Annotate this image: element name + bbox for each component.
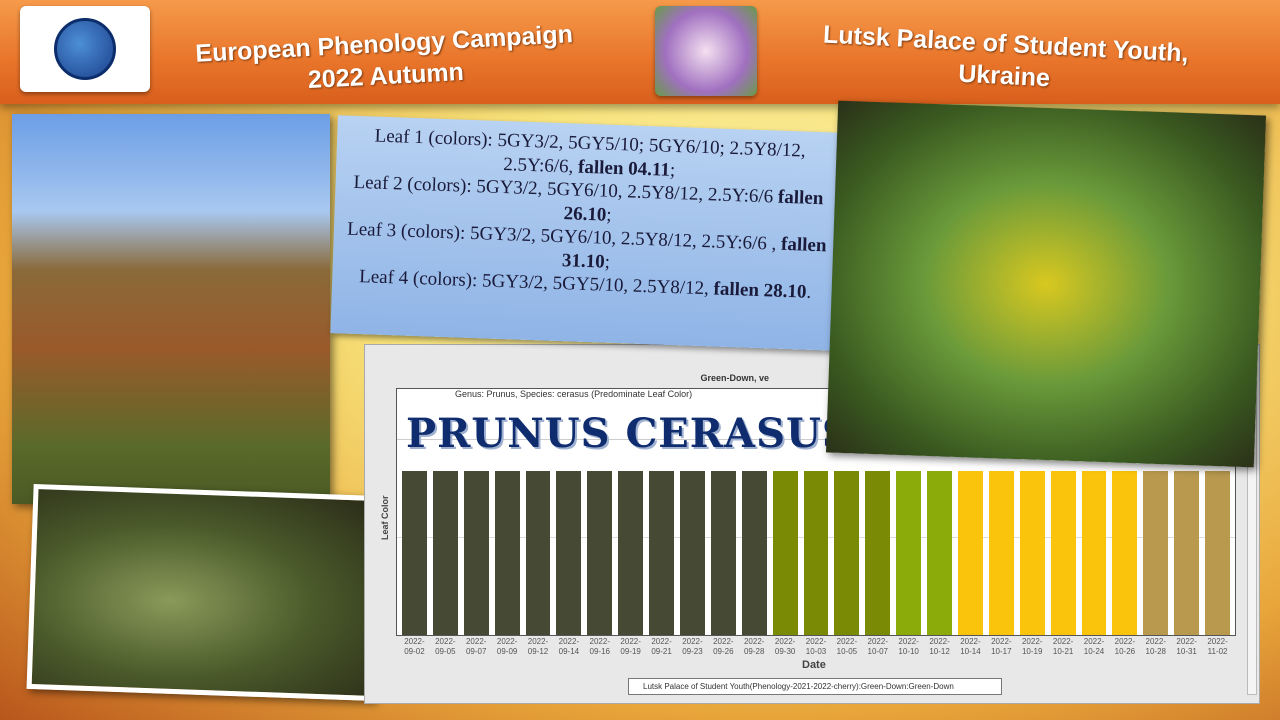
x-tick-label: 2022- 09-14 bbox=[558, 637, 580, 656]
x-tick-label: 2022- 10-10 bbox=[898, 637, 919, 656]
bar-2022-09-19 bbox=[618, 471, 644, 635]
gridline bbox=[397, 439, 1235, 440]
bar-2022-09-12 bbox=[525, 471, 551, 635]
x-tick-label: 2022- 10-05 bbox=[836, 637, 858, 656]
bar-2022-10-28 bbox=[1143, 471, 1169, 635]
bar-2022-10-24 bbox=[1081, 471, 1107, 635]
x-tick-label: 2022- 10-17 bbox=[991, 637, 1012, 656]
bar-2022-10-19 bbox=[1019, 471, 1045, 635]
bar-2022-10-05 bbox=[834, 471, 860, 635]
bar-2022-09-09 bbox=[494, 471, 520, 635]
bar-2022-10-31 bbox=[1174, 471, 1200, 635]
bar-2022-10-21 bbox=[1050, 471, 1076, 635]
x-tick-label: 2022- 10-26 bbox=[1114, 637, 1136, 656]
chart-legend[interactable]: Lutsk Palace of Student Youth(Phenology-… bbox=[628, 678, 1002, 695]
x-tick-label: 2022- 10-14 bbox=[960, 637, 981, 656]
bar-2022-09-05 bbox=[432, 471, 458, 635]
bar-2022-10-26 bbox=[1112, 471, 1138, 635]
bar-2022-09-07 bbox=[463, 471, 489, 635]
x-tick-label: 2022- 09-05 bbox=[435, 637, 456, 656]
bar-2022-11-02 bbox=[1205, 471, 1230, 635]
leaf-closeup-photo bbox=[26, 483, 382, 702]
x-tick-label: 2022- 11-02 bbox=[1207, 637, 1228, 656]
x-tick-label: 2022- 09-21 bbox=[651, 637, 672, 656]
bar-2022-10-12 bbox=[927, 471, 952, 635]
x-tick-label: 2022- 10-21 bbox=[1052, 637, 1074, 656]
bar-2022-09-26 bbox=[710, 471, 736, 635]
bar-2022-10-03 bbox=[803, 471, 829, 635]
globe-program-logo bbox=[20, 6, 150, 92]
x-tick-label: 2022- 10-19 bbox=[1021, 637, 1043, 656]
bar-2022-10-07 bbox=[865, 471, 891, 635]
tree-photo bbox=[12, 114, 330, 504]
y-axis-label: Leaf Color bbox=[380, 495, 390, 540]
x-tick-label: 2022- 09-23 bbox=[682, 637, 703, 656]
bar-2022-10-17 bbox=[988, 471, 1014, 635]
x-tick-label: 2022- 10-28 bbox=[1145, 637, 1166, 656]
bar-2022-09-28 bbox=[741, 471, 767, 635]
x-tick-label: 2022- 10-12 bbox=[929, 637, 950, 656]
x-tick-label: 2022- 09-09 bbox=[496, 637, 518, 656]
bar-2022-10-10 bbox=[896, 471, 922, 635]
chart-title: Genus: Prunus, Species: cerasus (Predomi… bbox=[455, 389, 693, 399]
x-tick-label: 2022- 09-16 bbox=[589, 637, 610, 656]
x-tick-label: 2022- 09-28 bbox=[743, 637, 765, 656]
bar-2022-09-21 bbox=[649, 471, 674, 635]
x-tick-label: 2022- 10-31 bbox=[1176, 637, 1197, 656]
x-axis-label: Date bbox=[802, 659, 826, 671]
window-title: Green-Down, ve bbox=[700, 373, 769, 383]
bar-2022-09-14 bbox=[556, 471, 582, 635]
note-leaf1-fallen: fallen 04.11 bbox=[577, 156, 671, 181]
bar-2022-09-02 bbox=[402, 471, 427, 635]
x-tick-label: 2022- 10-24 bbox=[1083, 637, 1105, 656]
x-tick-label: 2022- 09-26 bbox=[713, 637, 734, 656]
x-tick-label: 2022- 09-19 bbox=[620, 637, 641, 656]
x-tick-label: 2022- 10-03 bbox=[805, 637, 827, 656]
legend-label: Lutsk Palace of Student Youth(Phenology-… bbox=[643, 682, 954, 691]
bar-2022-10-14 bbox=[958, 471, 983, 635]
bar-2022-09-23 bbox=[680, 471, 705, 635]
species-overlay: PRUNUS CERASUS bbox=[406, 410, 852, 457]
header-banner bbox=[0, 0, 1280, 104]
x-tick-label: 2022- 09-30 bbox=[774, 637, 796, 656]
note-leaf4-fallen: fallen 28.10 bbox=[713, 278, 807, 303]
x-tick-label: 2022- 10-07 bbox=[867, 637, 888, 656]
yellowing-leaves-photo bbox=[825, 100, 1267, 468]
x-tick-label: 2022- 09-12 bbox=[527, 637, 549, 656]
palace-logo bbox=[655, 6, 757, 96]
x-tick-label: 2022- 09-07 bbox=[465, 637, 487, 656]
bar-2022-09-30 bbox=[772, 471, 798, 635]
leaf-notes: Leaf 1 (colors): 5GY3/2, 5GY5/10; 5GY6/1… bbox=[330, 115, 844, 351]
x-tick-label: 2022- 09-02 bbox=[404, 637, 425, 656]
bar-2022-09-16 bbox=[587, 471, 613, 635]
